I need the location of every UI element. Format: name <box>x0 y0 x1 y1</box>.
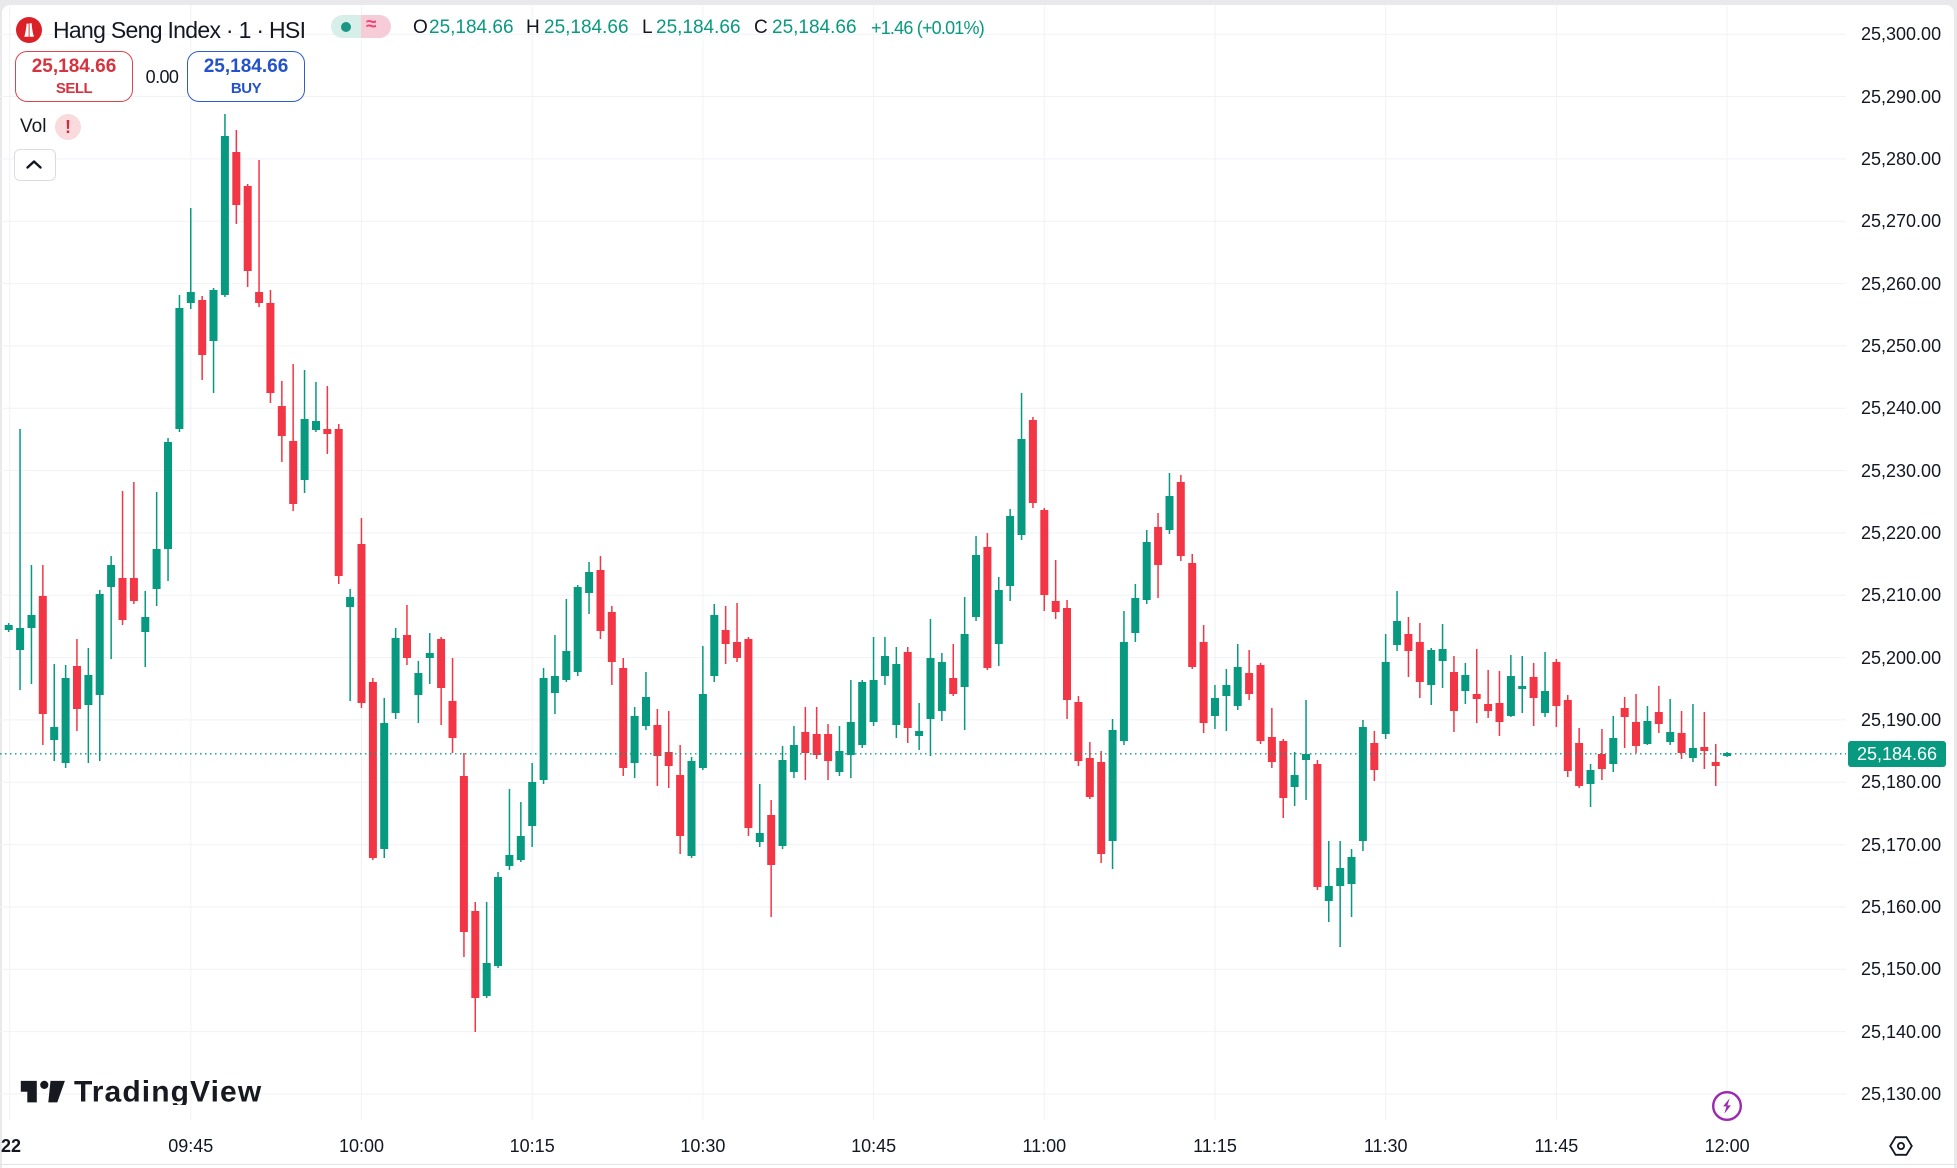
svg-text:TradingView: TradingView <box>74 1079 262 1105</box>
